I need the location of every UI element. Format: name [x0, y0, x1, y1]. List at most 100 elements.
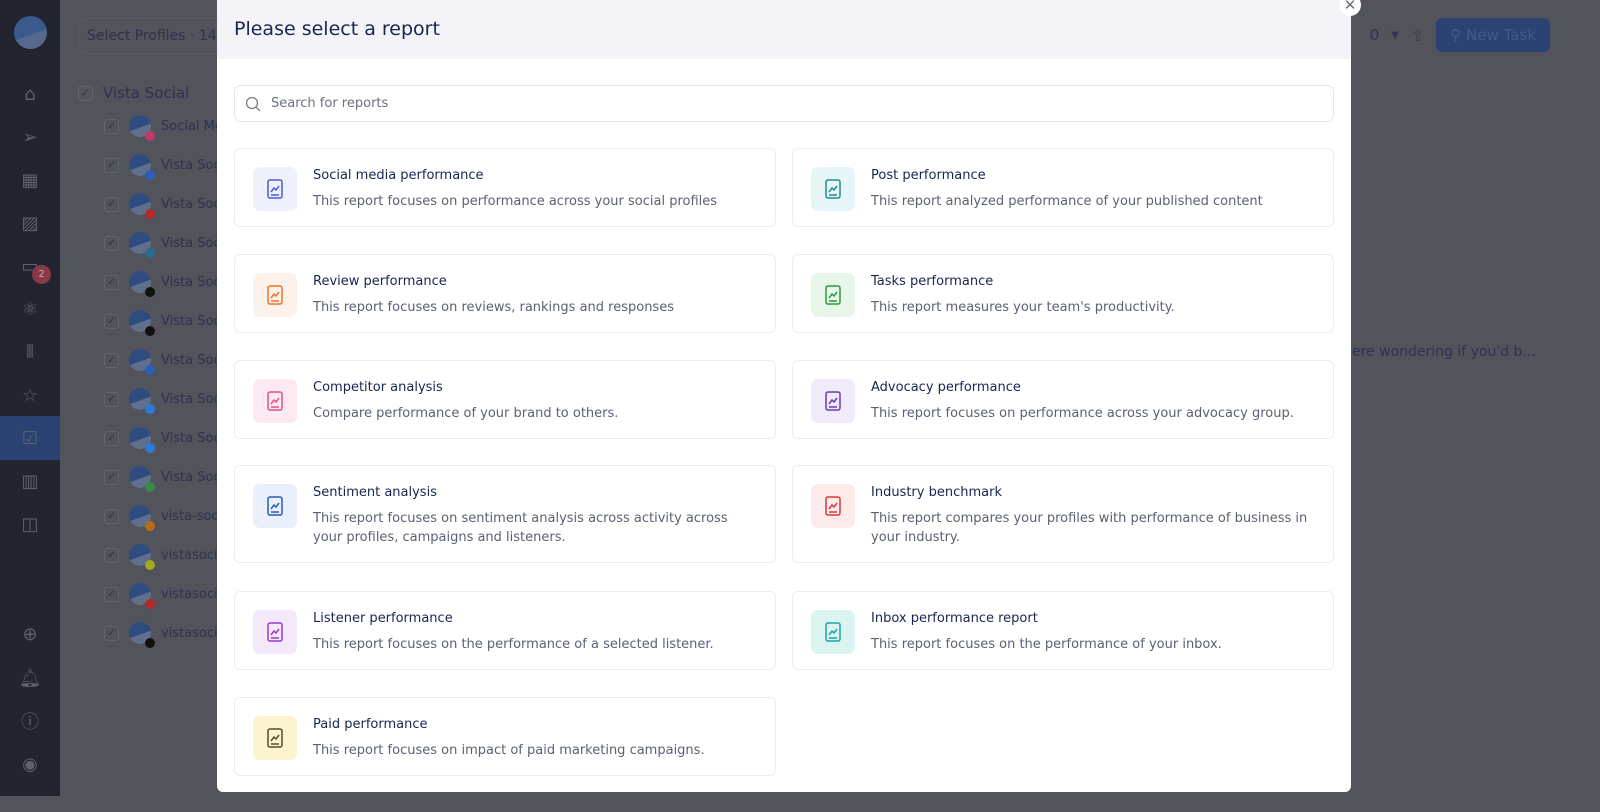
- snapchat-icon: [145, 560, 155, 570]
- report-card-sentiment-analysis[interactable]: Sentiment analysis This report focuses o…: [234, 465, 776, 563]
- tiktok-icon: [145, 326, 155, 336]
- profile-avatar: [129, 310, 155, 336]
- profile-checkbox[interactable]: ✓: [104, 352, 119, 368]
- report-description: This report compares your profiles with …: [871, 511, 1308, 545]
- profile-checkbox[interactable]: ✓: [104, 625, 119, 641]
- user-icon[interactable]: ◉: [22, 753, 38, 775]
- profile-avatar: [129, 349, 155, 375]
- select-profiles-dropdown[interactable]: Select Profiles · 14: [78, 18, 238, 54]
- profile-row[interactable]: ✓ vistasoci: [104, 544, 218, 570]
- caret-down-icon[interactable]: ▼: [1391, 29, 1399, 41]
- image-icon[interactable]: ▨: [21, 212, 39, 234]
- report-card-post-performance[interactable]: Post performance This report analyzed pe…: [792, 148, 1334, 227]
- search-field[interactable]: [234, 85, 1334, 122]
- profile-group[interactable]: ✓ Vista Social: [78, 84, 189, 102]
- report-description: This report focuses on sentiment analysi…: [313, 511, 728, 545]
- profile-checkbox[interactable]: ✓: [104, 196, 119, 212]
- report-description: This report focuses on performance acros…: [871, 406, 1294, 421]
- profile-avatar: [129, 466, 155, 492]
- star-icon[interactable]: ☆: [21, 384, 39, 406]
- layout-icon[interactable]: ◫: [21, 513, 39, 535]
- listener-icon: [253, 610, 297, 654]
- profile-avatar: [129, 271, 155, 297]
- report-card-review-performance[interactable]: Review performance This report focuses o…: [234, 254, 776, 333]
- plus-icon[interactable]: ⊕: [22, 623, 38, 645]
- report-card-listener-performance[interactable]: Listener performance This report focuses…: [234, 591, 776, 670]
- pin-icon: ⚲: [1450, 26, 1467, 44]
- report-card-social-media-performance[interactable]: Social media performance This report foc…: [234, 148, 776, 227]
- profile-row[interactable]: ✓ Vista Soc: [104, 349, 221, 375]
- report-title: Post performance: [871, 168, 986, 183]
- top-toolbar: 0 ▼ ⇪ ⚲ New Task: [1370, 18, 1550, 52]
- profile-checkbox[interactable]: ✓: [104, 274, 119, 290]
- profile-row[interactable]: ✓ Vista Soc: [104, 310, 221, 336]
- help-icon[interactable]: ⓘ: [21, 712, 39, 733]
- count-select[interactable]: 0: [1369, 26, 1380, 44]
- report-card-paid-performance[interactable]: Paid performance This report focuses on …: [234, 697, 776, 776]
- profile-row[interactable]: ✓ vistasoci: [104, 583, 218, 609]
- report-card-tasks-performance[interactable]: Tasks performance This report measures y…: [792, 254, 1334, 333]
- close-modal-button[interactable]: ✕: [1339, 0, 1361, 16]
- profile-row[interactable]: ✓ Vista Soc: [104, 466, 221, 492]
- profile-checkbox[interactable]: ✓: [104, 430, 119, 446]
- profile-name: Vista Soc: [161, 157, 221, 173]
- report-description: This report measures your team's product…: [871, 300, 1175, 315]
- listening-icon[interactable]: ⦀: [26, 341, 34, 363]
- report-card-advocacy-performance[interactable]: Advocacy performance This report focuses…: [792, 360, 1334, 439]
- report-title: Competitor analysis: [313, 380, 443, 395]
- pinterest-icon: [145, 599, 155, 609]
- report-card-competitor-analysis[interactable]: Competitor analysis Compare performance …: [234, 360, 776, 439]
- calendar-icon[interactable]: ▦: [21, 169, 39, 191]
- megaphone-icon: [811, 379, 855, 423]
- profile-name: Social Me: [161, 118, 223, 134]
- profile-avatar: [129, 544, 155, 570]
- report-title: Social media performance: [313, 168, 484, 183]
- profile-row[interactable]: ✓ Vista Soc: [104, 427, 221, 453]
- profile-name: vistasoci: [161, 586, 218, 602]
- profile-checkbox[interactable]: ✓: [104, 118, 119, 134]
- home-icon[interactable]: ⌂: [24, 83, 36, 105]
- reports-icon[interactable]: ▥: [21, 470, 39, 492]
- new-task-button[interactable]: ⚲ New Task: [1436, 18, 1550, 52]
- profile-row[interactable]: ✓ Social Me: [104, 115, 223, 141]
- profile-row[interactable]: ✓ vista-soc: [104, 505, 219, 531]
- search-input[interactable]: [271, 96, 1333, 111]
- send-icon[interactable]: ➢: [22, 126, 38, 148]
- profile-checkbox[interactable]: ✓: [104, 469, 119, 485]
- profile-row[interactable]: ✓ Vista Soc: [104, 232, 221, 258]
- x-icon: [145, 287, 155, 297]
- profile-checkbox[interactable]: ✓: [104, 508, 119, 524]
- report-card-inbox-performance-report[interactable]: Inbox performance report This report foc…: [792, 591, 1334, 670]
- profile-avatar: [129, 154, 155, 180]
- export-icon[interactable]: ⇪: [1410, 25, 1425, 45]
- phone-compare-icon: [253, 379, 297, 423]
- sidebar-rail: ⌂ ➢ ▦ ▨ ▭ ⚛ ⦀ ☆ ☑ ▥ ◫ ⊕ 🔔︎ ⓘ ◉ 2: [0, 0, 60, 796]
- report-description: This report focuses on the performance o…: [313, 637, 714, 652]
- profile-checkbox[interactable]: ✓: [104, 586, 119, 602]
- app-logo[interactable]: [14, 16, 47, 49]
- report-description: This report focuses on reviews, rankings…: [313, 300, 674, 315]
- profile-name: Vista Soc: [161, 235, 221, 251]
- profile-row[interactable]: ✓ Vista Soc: [104, 193, 221, 219]
- profile-checkbox[interactable]: ✓: [104, 547, 119, 563]
- profile-checkbox[interactable]: ✓: [104, 235, 119, 251]
- linkedin-icon: [145, 248, 155, 258]
- tasks-icon[interactable]: ☑: [0, 416, 60, 460]
- profile-avatar: [129, 388, 155, 414]
- profile-checkbox[interactable]: ✓: [104, 157, 119, 173]
- profile-checkbox[interactable]: ✓: [104, 391, 119, 407]
- report-title: Listener performance: [313, 611, 453, 626]
- group-checkbox[interactable]: ✓: [78, 85, 93, 101]
- profile-checkbox[interactable]: ✓: [104, 313, 119, 329]
- profile-avatar: [129, 115, 155, 141]
- profile-row[interactable]: ✓ Vista Soc: [104, 154, 221, 180]
- profile-row[interactable]: ✓ vistasoci: [104, 622, 218, 648]
- profile-row[interactable]: ✓ Vista Soc: [104, 388, 221, 414]
- team-icon: [811, 273, 855, 317]
- profile-name: vistasoci: [161, 547, 218, 563]
- bell-icon[interactable]: 🔔︎: [18, 667, 42, 689]
- atom-icon[interactable]: ⚛: [21, 298, 39, 320]
- report-card-industry-benchmark[interactable]: Industry benchmark This report compares …: [792, 465, 1334, 563]
- profile-avatar: [129, 427, 155, 453]
- profile-row[interactable]: ✓ Vista Soc: [104, 271, 221, 297]
